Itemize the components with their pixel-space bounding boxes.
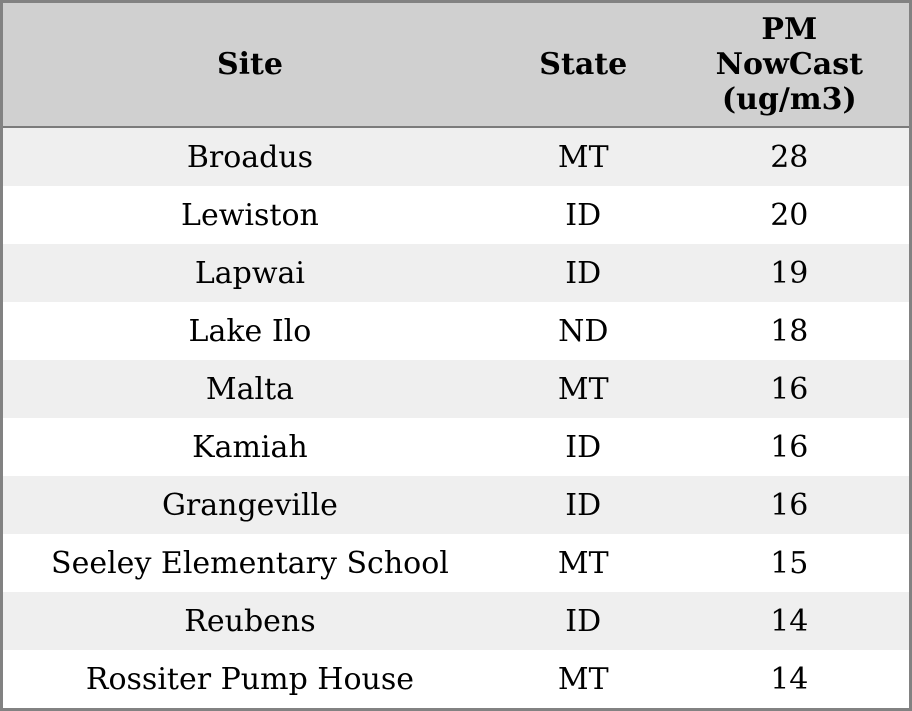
pm-value-cell: 19: [770, 255, 809, 291]
table-row: Broadus MT 28: [1, 127, 911, 186]
column-header-state: State: [496, 1, 670, 128]
pm-value-cell: 20: [770, 197, 809, 233]
site-cell: Lewiston: [181, 197, 319, 233]
column-header-pm-nowcast-label: PM NowCast (ug/m3): [715, 11, 863, 118]
state-cell: ID: [565, 255, 602, 291]
state-cell: ID: [565, 429, 602, 465]
pm-value-cell: 28: [770, 139, 809, 175]
table-row: Seeley Elementary School MT 15: [1, 534, 911, 592]
pm-value-cell: 15: [770, 545, 809, 581]
pm-value-cell: 18: [770, 313, 809, 349]
site-cell: Lapwai: [194, 255, 306, 291]
pm-value-cell: 16: [770, 371, 809, 407]
state-cell: ID: [565, 197, 602, 233]
column-header-pm-nowcast: PM NowCast (ug/m3): [669, 1, 911, 128]
table-row: Lewiston ID 20: [1, 186, 911, 244]
site-cell: Reubens: [184, 603, 316, 639]
site-cell: Kamiah: [192, 429, 308, 465]
pm-value-cell: 14: [770, 603, 809, 639]
site-cell: Malta: [205, 371, 295, 407]
state-cell: MT: [557, 371, 609, 407]
table-row: Grangeville ID 16: [1, 476, 911, 534]
column-header-site: Site: [1, 1, 497, 128]
table-row: Kamiah ID 16: [1, 418, 911, 476]
table-row: Malta MT 16: [1, 360, 911, 418]
state-cell: ID: [565, 487, 602, 523]
header-row: Site State PM NowCast (ug/m3): [1, 1, 911, 128]
table-row: Rossiter Pump House MT 14: [1, 650, 911, 710]
site-cell: Grangeville: [161, 487, 338, 523]
table-row: Lake Ilo ND 18: [1, 302, 911, 360]
state-cell: MT: [557, 545, 609, 581]
state-cell: ID: [565, 603, 602, 639]
state-cell: MT: [557, 661, 609, 697]
table-row: Lapwai ID 19: [1, 244, 911, 302]
state-cell: MT: [557, 139, 609, 175]
table-body: Broadus MT 28 Lewiston ID 20 Lapwai ID 1…: [1, 127, 911, 710]
site-cell: Rossiter Pump House: [85, 661, 415, 697]
site-cell: Seeley Elementary School: [51, 545, 449, 581]
pm-value-cell: 14: [770, 661, 809, 697]
state-cell: ND: [558, 313, 609, 349]
site-cell: Broadus: [186, 139, 314, 175]
pm-value-cell: 16: [770, 487, 809, 523]
pm-value-cell: 16: [770, 429, 809, 465]
site-cell: Lake Ilo: [188, 313, 312, 349]
table-row: Reubens ID 14: [1, 592, 911, 650]
table-header: Site State PM NowCast (ug/m3): [1, 1, 911, 128]
